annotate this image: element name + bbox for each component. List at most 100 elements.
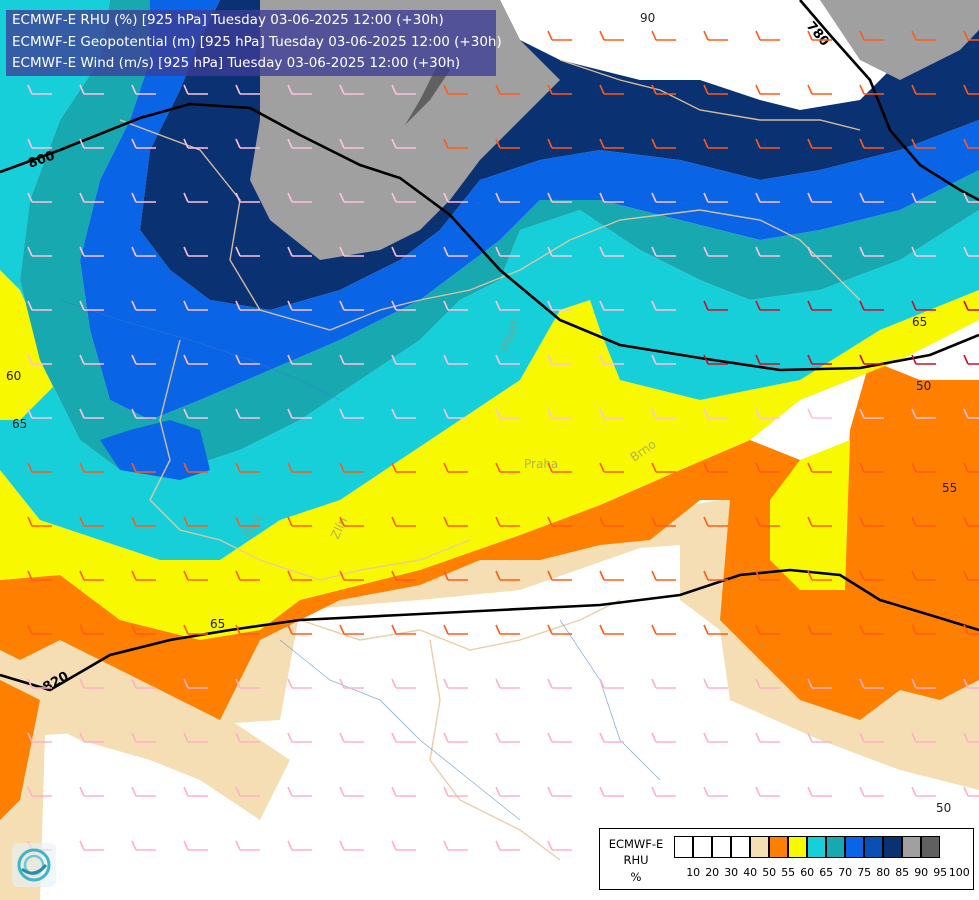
wind-barb — [183, 300, 208, 311]
wind-barb — [599, 192, 624, 203]
wind-barb — [911, 732, 936, 743]
wind-barb — [651, 462, 676, 473]
wind-barb — [495, 300, 520, 311]
legend-color-box — [674, 836, 693, 858]
wind-barb — [235, 516, 260, 527]
rhu-label: 65 — [912, 315, 927, 329]
wind-barb — [703, 30, 728, 41]
wind-barb — [79, 570, 104, 581]
wind-barb — [859, 678, 884, 689]
wind-barb — [963, 246, 979, 257]
header-geopotential-line: ECMWF-E Geopotential (m) [925 hPa] Tuesd… — [12, 33, 502, 50]
wind-barb — [391, 192, 416, 203]
wind-barb — [27, 246, 52, 257]
wind-barb — [911, 570, 936, 581]
wind-barb — [79, 678, 104, 689]
wind-barb — [755, 408, 780, 419]
wind-barb — [651, 732, 676, 743]
wind-barb — [79, 84, 104, 95]
wind-barb — [547, 354, 572, 365]
wind-barb — [703, 192, 728, 203]
wind-barb — [339, 840, 364, 851]
wind-barb — [235, 462, 260, 473]
wind-barb — [807, 30, 832, 41]
wind-barb — [391, 786, 416, 797]
wind-barb — [963, 516, 979, 527]
wind-barb — [495, 624, 520, 635]
wind-barb — [495, 678, 520, 689]
legend-tick-label: 55 — [781, 866, 796, 879]
legend-color-box — [864, 836, 883, 858]
geopotential-contours — [0, 0, 979, 692]
wind-barb — [547, 516, 572, 527]
contour-800 — [0, 102, 979, 372]
wind-barb — [495, 840, 520, 851]
legend-tick-label: 40 — [743, 866, 758, 879]
wind-barb — [963, 732, 979, 743]
rhu-area-100 — [405, 60, 450, 125]
legend-color-box — [921, 836, 940, 858]
wind-barb — [443, 246, 468, 257]
wind-barb — [235, 570, 260, 581]
wind-barb — [755, 516, 780, 527]
wind-barb — [183, 570, 208, 581]
wind-barb — [963, 84, 979, 95]
rivers — [59, 299, 661, 821]
country-borders — [119, 59, 861, 861]
wind-barb — [651, 516, 676, 527]
wind-barb — [235, 732, 260, 743]
wind-barb — [651, 192, 676, 203]
wind-barb — [391, 246, 416, 257]
wind-barb — [79, 354, 104, 365]
wind-barb — [131, 678, 156, 689]
wind-barb — [131, 84, 156, 95]
legend-tick-label: 95 — [933, 866, 948, 879]
wind-barb — [183, 138, 208, 149]
wind-barb — [703, 678, 728, 689]
wind-barb — [131, 840, 156, 851]
wind-barb — [443, 570, 468, 581]
wind-barb — [287, 246, 312, 257]
wind-barb — [755, 462, 780, 473]
wind-barb — [755, 246, 780, 257]
wind-barb — [27, 138, 52, 149]
wind-barb — [859, 516, 884, 527]
wind-barb — [339, 246, 364, 257]
wind-barb — [235, 840, 260, 851]
wind-barb — [807, 624, 832, 635]
wind-barb — [79, 624, 104, 635]
wind-barb — [807, 678, 832, 689]
wind-barb — [443, 516, 468, 527]
wind-barb — [651, 84, 676, 95]
legend-tick-label: 65 — [819, 866, 834, 879]
wind-barb — [235, 354, 260, 365]
ecmwf-swirl-icon — [17, 848, 51, 882]
wind-barb — [755, 192, 780, 203]
wind-barb — [339, 786, 364, 797]
wind-barb — [807, 408, 832, 419]
legend-tick-label: 90 — [914, 866, 929, 879]
wind-barb — [755, 300, 780, 311]
wind-barb — [79, 462, 104, 473]
wind-barb — [391, 732, 416, 743]
wind-barb — [651, 624, 676, 635]
wind-barb — [859, 786, 884, 797]
wind-barb — [911, 516, 936, 527]
contour-780 — [799, 0, 979, 202]
wind-barb — [755, 732, 780, 743]
wind-barb — [391, 408, 416, 419]
wind-barb — [27, 624, 52, 635]
wind-barb — [547, 192, 572, 203]
wind-barb — [599, 786, 624, 797]
wind-barb — [183, 732, 208, 743]
rhu-label: 50 — [936, 801, 951, 815]
rhu-labels: 65 65 50 55 50 65 90 60 — [6, 11, 957, 815]
wind-barb — [235, 138, 260, 149]
wind-barb — [807, 246, 832, 257]
wind-barb — [391, 516, 416, 527]
wind-barb — [963, 408, 979, 419]
wind-barb — [755, 138, 780, 149]
wind-barb — [547, 138, 572, 149]
wind-barb — [911, 192, 936, 203]
wind-barb — [443, 192, 468, 203]
